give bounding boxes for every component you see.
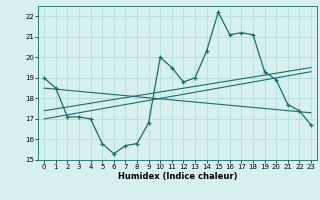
X-axis label: Humidex (Indice chaleur): Humidex (Indice chaleur) (118, 172, 237, 181)
